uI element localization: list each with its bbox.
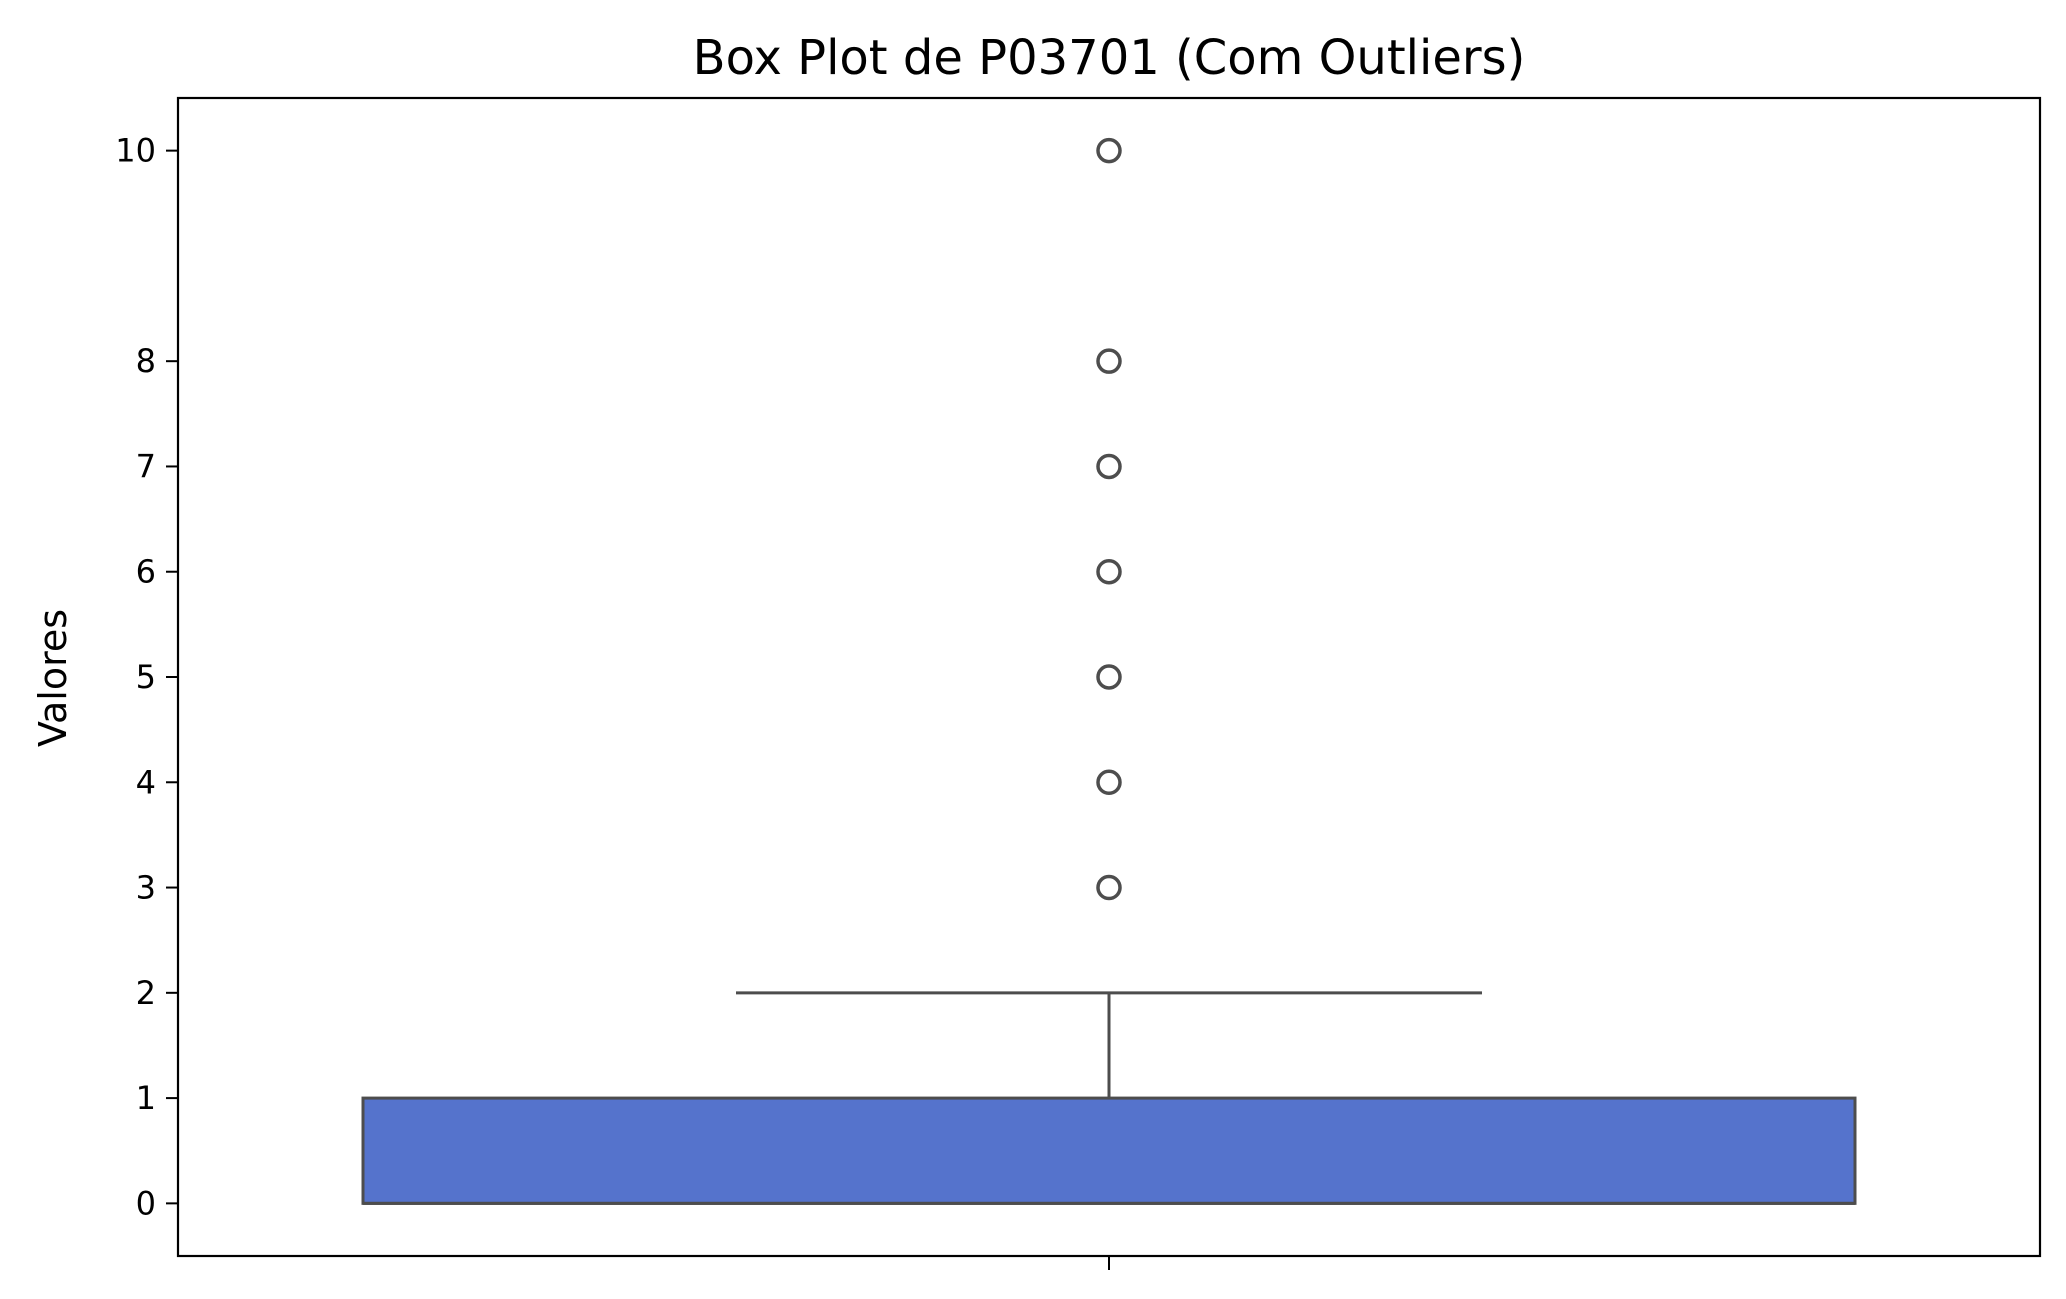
y-tick-label: 3 <box>136 869 156 907</box>
y-tick-label: 8 <box>136 342 156 380</box>
y-tick-label: 1 <box>136 1079 156 1117</box>
y-tick-label: 5 <box>136 658 156 696</box>
y-tick-label: 7 <box>136 447 156 485</box>
y-tick-label: 10 <box>115 132 156 170</box>
y-axis-title: Valores <box>31 609 75 747</box>
outlier-point <box>1096 558 1122 585</box>
y-tick-label: 6 <box>136 553 156 591</box>
y-tick-label: 4 <box>136 763 156 801</box>
y-tick-label: 2 <box>136 974 156 1012</box>
plot-frame <box>176 96 2042 1258</box>
outlier-point <box>1096 348 1122 374</box>
y-tick-label: 0 <box>136 1184 156 1222</box>
outlier-point <box>1096 769 1122 796</box>
plot-area: 0 1 2 3 4 5 6 7 8 10 <box>115 96 2042 1270</box>
outlier-point <box>1096 137 1122 164</box>
outlier-point <box>1096 874 1122 901</box>
chart-title: Box Plot de P03701 (Com Outliers) <box>693 30 1526 86</box>
iqr-box <box>361 1096 1857 1205</box>
outlier-point <box>1096 453 1122 480</box>
outlier-point <box>1096 664 1122 690</box>
